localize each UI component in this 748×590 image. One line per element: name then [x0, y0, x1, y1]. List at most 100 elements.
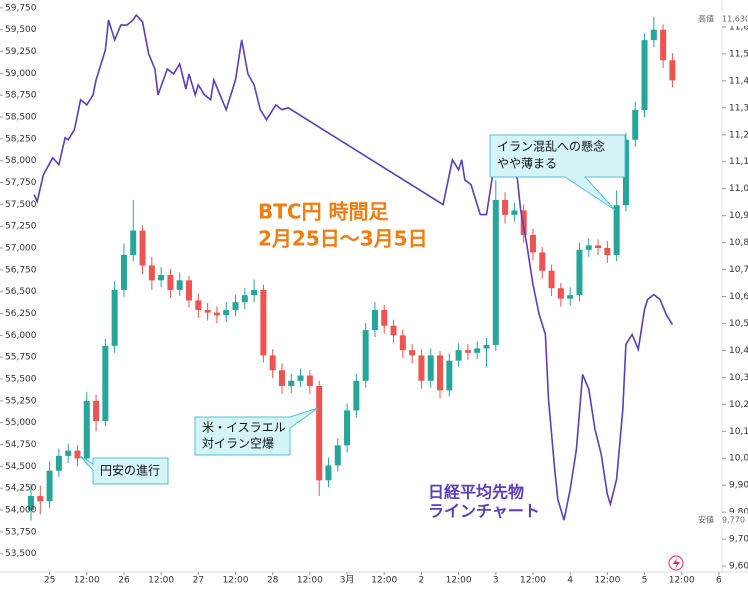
candle-body [148, 265, 155, 281]
candle-body [576, 249, 583, 296]
annotation: やや薄まる [497, 156, 557, 171]
candle-body [464, 350, 471, 353]
annotation: イラン混乱への懸念 [497, 139, 605, 154]
callout-box [194, 407, 319, 456]
y2-tick-label: 10,300 [729, 373, 748, 383]
y2-tick-label: 10,500 [729, 319, 748, 329]
candle-body [381, 310, 388, 326]
x-tick-label: 12:00 [669, 576, 695, 586]
y-tick-label: 54,000 [5, 505, 37, 515]
callout-box [489, 134, 626, 211]
x-tick-label: 3月 [340, 575, 355, 586]
candle-body [557, 288, 564, 299]
candle-body [344, 410, 351, 446]
y2-tick-label: 9,800 [729, 508, 748, 518]
y2-tick-label: 11,200 [729, 130, 748, 140]
line-series [33, 13, 674, 521]
x-tick-label: 3 [493, 576, 499, 586]
chart-title: BTC円 時間足 [258, 200, 390, 224]
y2-tick-label: 11,300 [729, 103, 748, 113]
y-tick-label: 58,250 [5, 134, 37, 144]
candle-body [650, 29, 657, 41]
x-tick-label: 12:00 [74, 576, 100, 586]
y-tick-label: 55,000 [5, 418, 37, 428]
candle-body [418, 355, 425, 381]
candle-body [111, 289, 118, 346]
candle-body [55, 455, 62, 471]
candle-body [362, 330, 369, 381]
candle-body [186, 280, 193, 301]
candle-body [46, 470, 53, 502]
candle-body [427, 355, 434, 381]
y2-tick-label: 10,200 [729, 400, 748, 410]
y-tick-label: 58,750 [5, 91, 37, 101]
y2-tick-label: 10,400 [729, 346, 748, 356]
candle-body [204, 310, 211, 313]
y-tick-label: 57,000 [5, 244, 37, 254]
y-tick-label: 59,250 [5, 47, 37, 57]
x-tick-label: 12:00 [371, 576, 397, 586]
candle-body [353, 380, 360, 411]
y2-tick-label: 11,400 [729, 76, 748, 86]
candle-body [74, 450, 81, 459]
x-tick-label: 28 [267, 576, 279, 586]
candle-body [278, 370, 285, 386]
candle-body [511, 210, 518, 215]
y2-tick-label: 11,600 [729, 22, 748, 32]
candle-body [334, 445, 341, 466]
candle-body [660, 29, 667, 61]
y2-tick-label: 11,500 [729, 49, 748, 59]
y-tick-label: 53,750 [5, 527, 37, 537]
candle-body [37, 496, 44, 502]
x-tick-label: 12:00 [148, 576, 174, 586]
x-tick-label: 27 [193, 576, 204, 586]
candle-body [595, 245, 602, 249]
candle-body [492, 199, 499, 345]
candle-body [446, 360, 453, 391]
candle-body [65, 450, 72, 456]
x-tick-label: 26 [118, 576, 130, 586]
y2-tick-label: 9,600 [729, 562, 748, 572]
candle-body [502, 199, 509, 215]
candle-body [167, 275, 174, 290]
y-tick-label: 59,000 [5, 69, 37, 79]
y-tick-label: 58,000 [5, 156, 37, 166]
candle-body [316, 385, 323, 481]
x-tick-label: 6 [716, 576, 722, 586]
candle-body [622, 139, 629, 206]
candle-body [223, 310, 230, 316]
y-tick-label: 56,250 [5, 309, 37, 319]
candle-body [669, 60, 676, 81]
y-tick-label: 55,500 [5, 375, 37, 385]
candle-body [632, 110, 639, 140]
series-label: ラインチャート [428, 502, 540, 521]
candle-body [455, 350, 462, 361]
badge-label: 高値 [698, 13, 714, 23]
y-tick-label: 56,750 [5, 265, 37, 275]
y-tick-label: 54,500 [5, 462, 37, 472]
icon [673, 558, 680, 569]
y-tick-label: 57,250 [5, 222, 37, 232]
x-tick-label: 4 [567, 576, 573, 586]
x-tick-label: 12:00 [223, 576, 249, 586]
y-tick-label: 54,750 [5, 440, 37, 450]
badge [696, 11, 748, 26]
y2-tick-label: 11,000 [729, 184, 748, 194]
x-tick-label: 12:00 [594, 576, 620, 586]
annotation: 円安の進行 [100, 463, 160, 478]
x-tick-label: 12:00 [520, 576, 546, 586]
candle-body [399, 335, 406, 351]
candle-body [251, 289, 258, 296]
callout-box [79, 455, 169, 485]
candle-body [641, 40, 648, 111]
candle-body [483, 344, 490, 349]
y-tick-label: 55,250 [5, 396, 37, 406]
chart-subtitle: 2月25日〜3月5日 [258, 227, 428, 251]
y2-tick-label: 10,600 [729, 292, 748, 302]
candle-body [232, 302, 239, 311]
badge-value: 9,770 [722, 516, 745, 525]
candle-body [529, 234, 536, 253]
y-tick-label: 53,500 [5, 549, 37, 559]
